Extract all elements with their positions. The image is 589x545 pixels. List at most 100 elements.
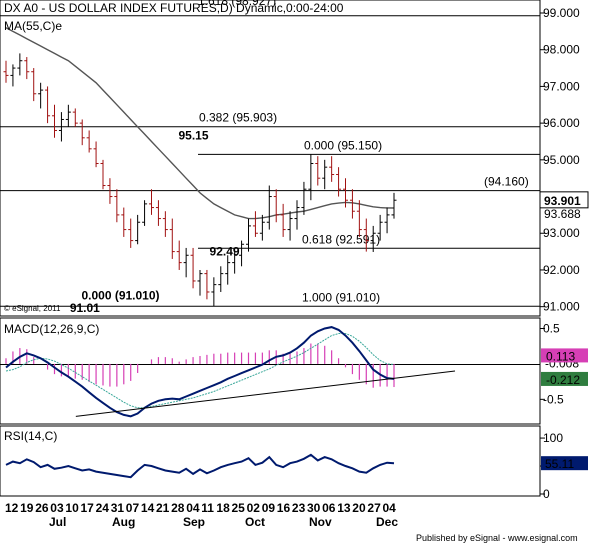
macd-hist-value: 0.113: [546, 349, 575, 363]
macd-y-tick-label: 0.5: [543, 322, 560, 336]
ohlc-bar: [225, 255, 231, 285]
ohlc-bar: [162, 211, 168, 237]
x-month-label: Sep: [183, 515, 205, 529]
ohlc-bar: [79, 119, 85, 146]
x-date-label: 23: [292, 501, 306, 515]
x-date-label: 12: [5, 501, 19, 515]
x-date-label: 17: [81, 501, 95, 515]
macd-value-label: -0.212: [546, 373, 580, 387]
last-price-box: [539, 191, 589, 209]
x-date-label: 20: [352, 501, 366, 515]
ohlc-bar: [24, 57, 30, 80]
price-y-tick-label: 98.000: [543, 43, 580, 57]
ohlc-bar: [239, 240, 245, 267]
x-date-label: 26: [35, 501, 49, 515]
ohlc-bar: [197, 269, 203, 296]
ohlc-bar: [135, 214, 141, 245]
x-date-label: 02: [247, 501, 261, 515]
ohlc-bar: [336, 167, 342, 197]
price-y-tick-label: 92.000: [543, 263, 580, 277]
x-date-label: 11: [201, 501, 214, 515]
x-date-label: 27: [367, 501, 381, 515]
ohlc-bar: [246, 218, 251, 252]
x-date-label: 16: [277, 501, 291, 515]
price-y-tick-label: 97.000: [543, 79, 580, 93]
x-date-label: 24: [96, 501, 110, 515]
macd-value-box: [541, 371, 588, 386]
x-month-label: Nov: [309, 515, 332, 529]
x-date-label: 18: [216, 501, 230, 515]
price-annotation: 0.000 (91.010): [81, 288, 159, 302]
x-month-label: Aug: [112, 515, 135, 529]
ma-label: MA(55,C)e: [4, 19, 62, 33]
ohlc-bar: [273, 189, 279, 223]
price-annotation: 91.01: [70, 301, 100, 315]
x-date-label: 13: [337, 501, 351, 515]
x-date-label: 14: [141, 501, 155, 515]
ohlc-bar: [190, 247, 196, 289]
ohlc-bar: [183, 247, 189, 278]
x-axis: 12 19 26 03 10 17 24 31 07 14 21 28 04 11 18 25 02 09 16 23…: [5, 501, 398, 529]
moving-average-line: [5, 27, 395, 220]
rsi-y-tick-label: 100: [543, 431, 563, 445]
x-month-label: Dec: [376, 515, 398, 529]
ohlc-bar: [322, 159, 328, 190]
ohlc-bar: [142, 200, 148, 226]
x-date-label: 28: [171, 501, 185, 515]
x-date-label: 03: [50, 501, 64, 515]
macd-y-tick-label: -0.5: [543, 392, 564, 406]
price-annotation: 92.49: [210, 244, 240, 258]
ohlc-bar: [259, 214, 265, 241]
ohlc-bar: [93, 141, 99, 168]
x-date-label: 06: [322, 501, 336, 515]
ohlc-bar: [266, 185, 272, 230]
x-date-label: 07: [126, 501, 140, 515]
ohlc-bar: [100, 159, 106, 190]
ohlc-bar: [107, 178, 113, 204]
x-date-label: 04: [383, 501, 397, 515]
macd-title: MACD(12,26,9,C): [4, 322, 99, 336]
ohlc-bar: [65, 104, 71, 127]
ohlc-bar: [10, 64, 16, 87]
macd-hist-box: [541, 348, 588, 363]
ohlc-bar: [38, 82, 44, 109]
fib-level-label: 0.000 (95.150): [304, 138, 382, 152]
ohlc-bar: [308, 154, 314, 201]
ohlc-bar: [169, 218, 175, 259]
price-y-tick-label: 91.000: [543, 300, 580, 314]
fib-level-label: 0.382 (95.903): [199, 111, 277, 125]
rsi-panel-frame: [0, 425, 541, 497]
fib-level-label-top: 1.618 (98.927): [198, 0, 276, 8]
price-chart-title: DX A0 - US DOLLAR INDEX FUTURES,D) Dynam…: [4, 1, 344, 15]
ohlc-bar: [280, 203, 286, 237]
price-y-tick-label: 93.000: [543, 226, 580, 240]
price-panel-frame: [0, 0, 541, 317]
ohlc-bar: [149, 189, 154, 215]
macd-trendline: [75, 370, 456, 417]
rsi-title: RSI(14,C): [4, 429, 57, 443]
x-date-label: 09: [262, 501, 276, 515]
macd-signal-line: [5, 333, 395, 409]
macd-panel-frame: [0, 317, 541, 425]
ohlc-bar: [114, 189, 120, 223]
x-date-label: 21: [156, 501, 170, 515]
ohlc-bar: [363, 218, 369, 252]
rsi-layer: [5, 453, 395, 479]
ohlc-bar: [86, 130, 92, 153]
fib-level-label: (94.160): [484, 175, 529, 189]
fib-level-label: 0.618 (92.591): [302, 232, 380, 246]
rsi-line: [5, 453, 395, 479]
macd-line: [5, 326, 395, 418]
price-annotation: 95.15: [178, 129, 208, 143]
ohlc-bar: [294, 200, 300, 230]
ohlc-bar: [176, 240, 182, 270]
ohlc-bar: [377, 214, 383, 241]
ohlc-bar: [349, 189, 355, 219]
ohlc-bar: [128, 218, 134, 248]
axis-layer: 99.00098.00097.00096.00095.00094.00093.0…: [539, 6, 589, 501]
x-date-label: 31: [111, 501, 125, 515]
price-y-tick-label: 99.000: [543, 6, 580, 20]
ohlc-bar: [3, 60, 9, 83]
price-y-tick-label: 95.000: [543, 153, 580, 167]
